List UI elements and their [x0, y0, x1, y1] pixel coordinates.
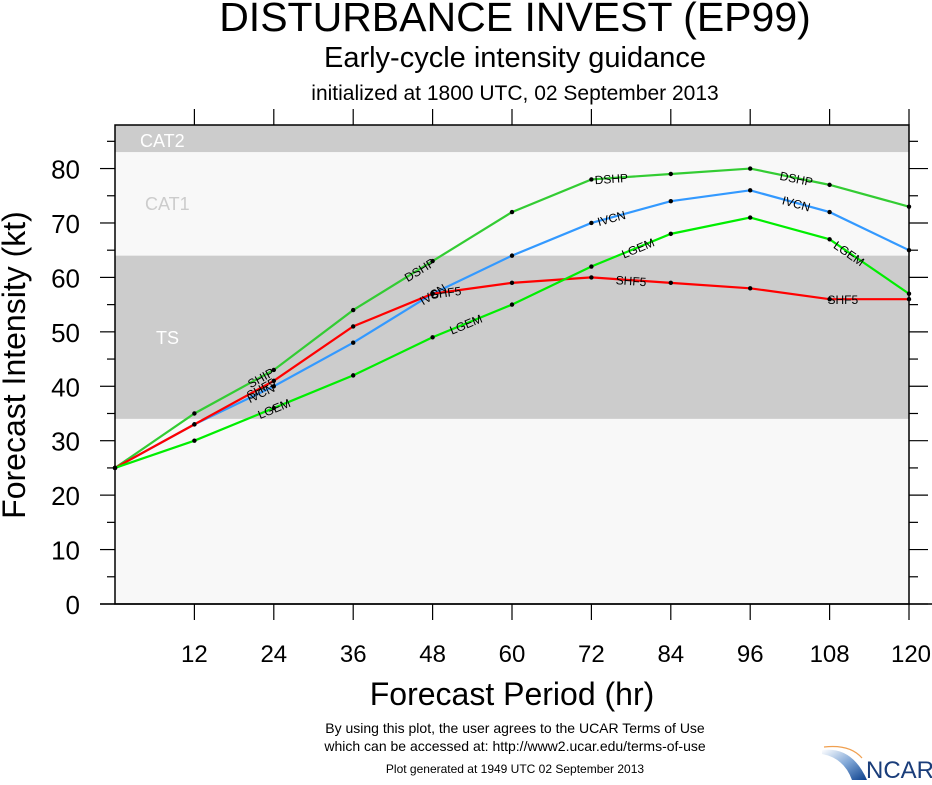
series-label-dshp: DSHP — [594, 171, 628, 187]
data-point-lgem — [748, 215, 753, 220]
terms-line-1: By using this plot, the user agrees to t… — [325, 720, 705, 736]
data-point-dshp — [748, 166, 753, 171]
data-point-dshp — [668, 171, 673, 177]
x-tick-label: 120 — [891, 641, 931, 668]
data-point-ivcn — [589, 220, 594, 226]
band-cat2 — [115, 125, 909, 153]
y-tick-label: 70 — [51, 209, 80, 239]
data-point-shf5 — [827, 296, 832, 302]
data-point-dshp — [827, 182, 832, 188]
x-tick-label: 72 — [578, 641, 605, 668]
band-none — [115, 418, 909, 604]
data-point-lgem — [668, 231, 673, 237]
y-tick-label: 20 — [51, 481, 80, 511]
y-tick-label: 30 — [51, 427, 80, 457]
x-tick-label: 60 — [499, 641, 526, 668]
data-point-shf5 — [430, 291, 435, 296]
data-point-ivcn — [271, 384, 276, 389]
band-ts — [115, 255, 909, 419]
x-tick-label: 24 — [260, 641, 287, 668]
data-point-shf5 — [509, 280, 515, 286]
y-tick-label: 0 — [66, 590, 80, 620]
band-label-cat2: CAT2 — [140, 131, 185, 151]
data-point-ivcn — [668, 199, 673, 204]
y-tick-label: 10 — [51, 536, 80, 566]
data-point-lgem — [589, 264, 594, 269]
ncar-logo: NCAR — [822, 744, 932, 784]
data-point-shf5 — [351, 324, 356, 329]
y-tick-label: 60 — [51, 263, 80, 293]
series-label-shf5: SHF5 — [430, 284, 463, 302]
band-label-ts: TS — [156, 328, 179, 348]
x-tick-label: 84 — [657, 641, 684, 668]
data-point-ivcn — [748, 188, 753, 193]
band-label-cat1: CAT1 — [145, 194, 190, 214]
data-point-dshp — [192, 411, 197, 416]
data-point-lgem — [509, 302, 515, 307]
series-label-shf5: SHF5 — [615, 273, 647, 289]
generated-time: Plot generated at 1949 UTC 02 September … — [385, 762, 645, 776]
data-point-shf5 — [192, 422, 197, 427]
x-tick-label: 96 — [737, 641, 764, 668]
data-point-shf5 — [748, 286, 753, 291]
x-tick-label: 108 — [810, 641, 850, 668]
data-point-lgem — [351, 373, 356, 378]
y-tick-label: 40 — [51, 372, 80, 402]
data-point-lgem — [192, 438, 197, 443]
data-point-ivcn — [509, 253, 515, 258]
y-tick-label: 50 — [51, 318, 80, 348]
terms-line-2: which can be accessed at: http://www2.uc… — [324, 738, 706, 754]
x-tick-label: 48 — [419, 641, 446, 668]
data-point-ivcn — [827, 209, 832, 215]
data-point-shf5 — [271, 378, 276, 384]
series-label-dshp: DSHP — [779, 169, 814, 189]
data-point-dshp — [430, 258, 435, 264]
data-point-shf5 — [668, 280, 673, 286]
data-point-lgem — [430, 335, 435, 340]
data-point-shf5 — [589, 275, 594, 280]
y-axis-label: Forecast Intensity (kt) — [0, 211, 32, 519]
chart-subtitle: Early-cycle intensity guidance — [323, 42, 706, 74]
ncar-swoosh-icon — [822, 749, 867, 780]
y-tick-label: 80 — [51, 155, 80, 185]
x-tick-label: 36 — [340, 641, 367, 668]
x-axis-label: Forecast Period (hr) — [370, 676, 655, 712]
chart-init-time: initialized at 1800 UTC, 02 September 20… — [311, 82, 719, 105]
data-point-dshp — [589, 177, 594, 182]
series-label-shf5: SHF5 — [827, 293, 858, 307]
ncar-logo-text: NCAR — [866, 757, 932, 780]
data-point-lgem — [827, 237, 832, 242]
chart-title: DISTURBANCE INVEST (EP99) — [219, 0, 811, 40]
data-point-dshp — [351, 307, 356, 313]
data-point-lgem — [271, 405, 276, 411]
data-point-dshp — [271, 367, 276, 373]
band-cat1 — [115, 152, 909, 256]
data-point-dshp — [509, 209, 515, 215]
data-point-ivcn — [351, 340, 356, 345]
x-tick-label: 12 — [181, 641, 208, 668]
